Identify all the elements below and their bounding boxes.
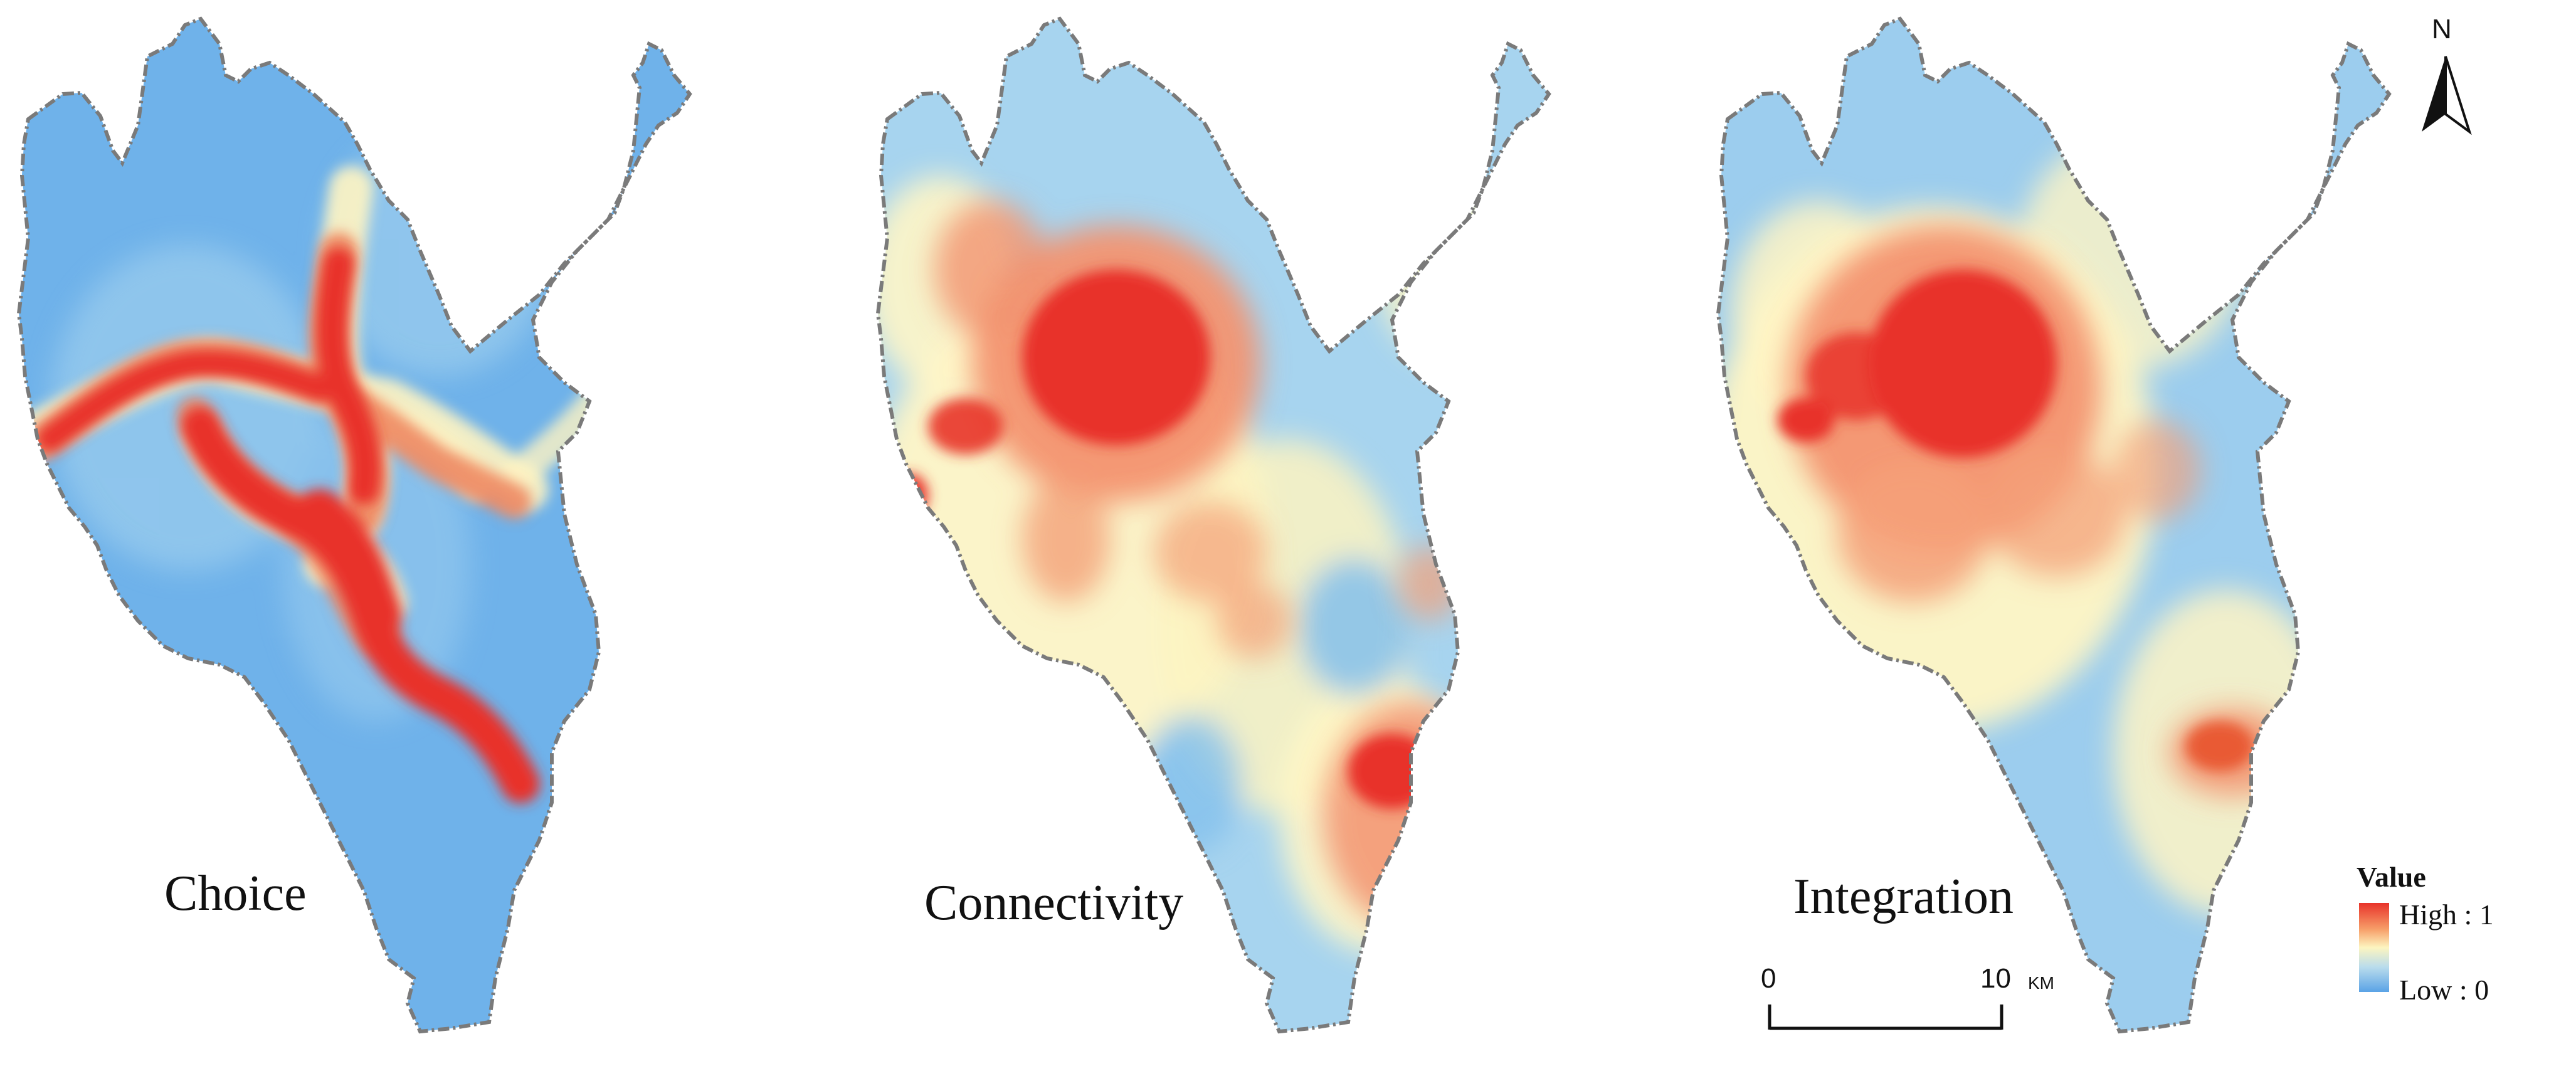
north-arrow-label: N xyxy=(2432,14,2452,45)
panel-choice-map xyxy=(13,0,715,1078)
scale-bar-line xyxy=(1768,1005,2003,1030)
legend-color-ramp xyxy=(2359,903,2389,992)
legend-high-label: High : 1 xyxy=(2399,899,2494,931)
scale-bar-unit: KM xyxy=(2028,973,2054,993)
legend-low-label: Low : 0 xyxy=(2399,974,2489,1006)
panel-label-integration: Integration xyxy=(1793,869,2014,924)
legend-title: Value xyxy=(2357,861,2426,893)
panel-label-connectivity: Connectivity xyxy=(924,875,1184,931)
scale-bar-end: 10 xyxy=(1980,963,2011,994)
north-arrow-icon xyxy=(2422,56,2472,135)
scale-bar-start: 0 xyxy=(1761,963,1776,994)
panel-label-choice: Choice xyxy=(164,866,307,921)
